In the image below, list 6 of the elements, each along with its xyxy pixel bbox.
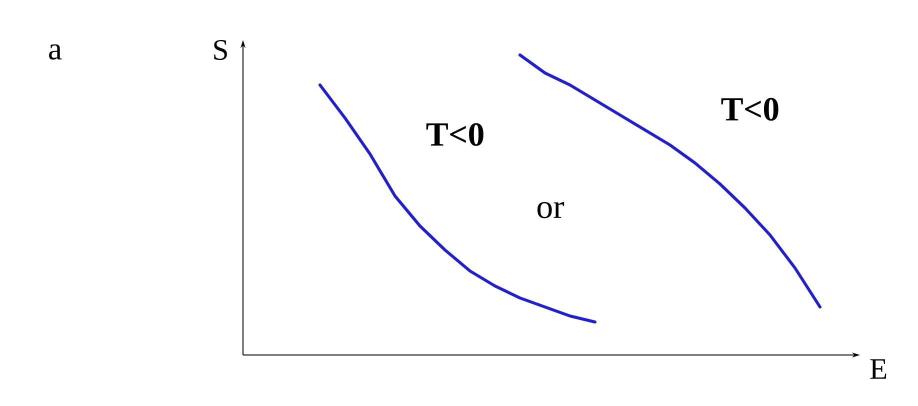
annotation: T<0	[721, 98, 778, 121]
annotation: T<0	[426, 123, 484, 146]
text: a	[49, 44, 62, 60]
annotation: or	[537, 202, 564, 218]
y-axis-title: S	[214, 40, 227, 60]
x-axis-title: E	[870, 359, 886, 379]
